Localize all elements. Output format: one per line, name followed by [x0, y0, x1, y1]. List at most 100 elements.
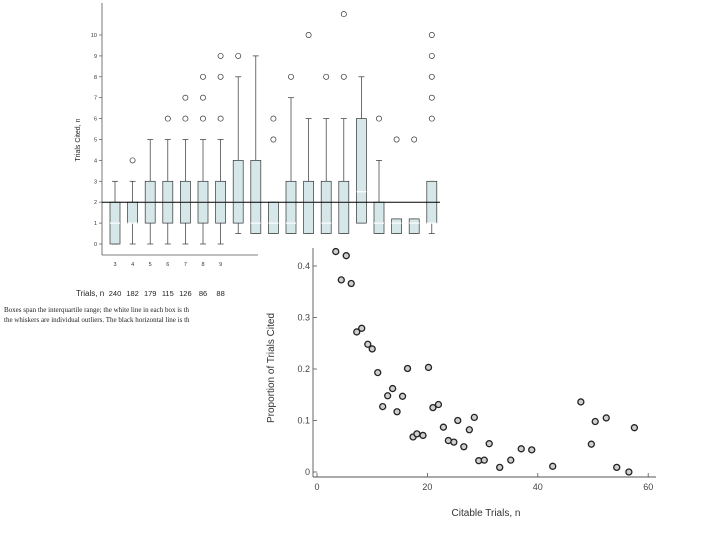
box-outlier-point [182, 94, 189, 101]
boxplot-y-tick-label: 2 [94, 200, 97, 206]
box-iqr-rect [303, 180, 314, 234]
scatter-point [364, 340, 372, 348]
boxplot-y-tick-label: 7 [94, 96, 97, 102]
scatter-point [507, 456, 515, 464]
box-outlier-point [376, 115, 382, 122]
boxplot-trials-value: 240 [109, 289, 122, 298]
scatter-point [602, 414, 610, 422]
scatter-point [591, 417, 599, 426]
scatter-point [577, 398, 585, 406]
scatter-point [332, 247, 340, 256]
box-iqr-rect [320, 180, 332, 234]
box-iqr-rect [373, 201, 385, 234]
boxplot-y-axis-label: Trials Cited, n [75, 118, 82, 161]
scatter-point [450, 438, 458, 446]
boxplot-trials-value: 115 [162, 289, 174, 298]
scatter-point [480, 456, 488, 464]
figure-caption-line-1: Boxes span the interquartile range; the … [4, 306, 190, 314]
figure-caption-line-2: the whiskers are individual outliers. Th… [4, 316, 190, 324]
box-4 [127, 157, 138, 245]
scatter-point [613, 463, 621, 472]
box-9 [215, 52, 226, 245]
box-outlier-point [428, 73, 435, 80]
scatter-point [549, 462, 557, 470]
scatter-point [353, 328, 361, 336]
scatter-point [429, 403, 437, 412]
boxplot-trials-value: 182 [126, 289, 139, 298]
box-outlier-point [340, 11, 347, 18]
scatter-x-axis-label: Citable Trials, n [452, 508, 521, 519]
box-3 [109, 180, 121, 245]
boxplot-y-tick-label: 5 [94, 138, 97, 144]
scatter-point [496, 463, 504, 472]
scatter-point [424, 363, 433, 372]
box-14 [303, 32, 314, 234]
scatter-point [485, 440, 493, 448]
box-outlier-point [200, 115, 206, 122]
box-20 [408, 136, 420, 234]
scatter-x-tick-label: 20 [422, 482, 432, 492]
boxplot-trials-value: 126 [179, 289, 192, 298]
scatter-point [398, 392, 407, 400]
box-16 [338, 11, 350, 234]
box-outlier-point [164, 115, 171, 122]
box-outlier-point [393, 136, 400, 143]
scatter-point [625, 468, 633, 476]
scatter-point [460, 443, 468, 451]
scatter-point [368, 345, 376, 353]
box-12 [268, 115, 279, 234]
box-iqr-rect [408, 218, 420, 234]
boxplot-trials-row-label: Trials, n [76, 289, 104, 298]
boxplot-trials-value: 179 [144, 289, 157, 298]
box-outlier-point [323, 73, 330, 80]
boxplot-x-tick-label: 9 [219, 262, 222, 268]
boxplot-trials-value: 86 [199, 289, 207, 298]
box-outlier-point [217, 73, 224, 80]
scatter-y-tick-label: 0.3 [297, 313, 310, 323]
box-19 [391, 136, 402, 234]
box-outlier-point [217, 115, 224, 122]
boxplot-x-tick-label: 7 [184, 262, 187, 268]
boxplot-x-tick-label: 4 [131, 262, 134, 268]
box-18 [373, 115, 385, 234]
box-iqr-rect [391, 218, 402, 234]
box-outlier-point [129, 157, 136, 164]
boxplot-y-tick-label: 9 [94, 54, 97, 60]
box-13 [285, 73, 297, 234]
box-iqr-rect [232, 160, 244, 224]
box-outlier-point [288, 73, 294, 80]
boxplot-y-tick-label: 0 [94, 242, 97, 248]
scatter-y-tick-label: 0.4 [297, 261, 310, 271]
scatter-point [374, 368, 382, 377]
box-outlier-point [200, 94, 206, 101]
boxplot-y-tick-label: 8 [94, 75, 97, 81]
scatter-point [379, 402, 387, 411]
box-outlier-point [217, 52, 224, 59]
scatter-point [403, 364, 412, 373]
boxplot-y-tick-label: 6 [94, 117, 97, 123]
box-outlier-point [428, 32, 435, 38]
scatter-y-axis-label: Proportion of Trials Cited [266, 313, 277, 423]
box-outlier-point [428, 115, 435, 122]
scatter-panel: Proportion of Trials Cited Citable Trial… [258, 240, 720, 540]
boxplot-x-tick-label: 5 [149, 262, 152, 268]
scatter-y-tick-label: 0.1 [297, 416, 310, 426]
box-iqr-rect [268, 201, 279, 234]
box-17 [356, 76, 367, 224]
box-15 [320, 73, 332, 234]
scatter-y-tick-label: 0.2 [297, 364, 310, 374]
box-iqr-rect [127, 201, 138, 224]
scatter-x-tick-label: 0 [314, 482, 319, 492]
box-outlier-point [182, 115, 189, 122]
scatter-x-tick-label: 40 [533, 482, 543, 492]
scatter-y-tick-label: 0 [305, 467, 310, 477]
box-outlier-point [200, 73, 206, 80]
box-5 [144, 139, 156, 245]
scatter-x-tick-label: 60 [643, 482, 653, 492]
box-outlier-point [305, 32, 312, 38]
box-iqr-rect [285, 180, 297, 234]
box-outlier-point [270, 115, 277, 122]
scatter-point [337, 276, 345, 284]
box-11 [250, 55, 262, 234]
box-outlier-point [411, 136, 418, 143]
